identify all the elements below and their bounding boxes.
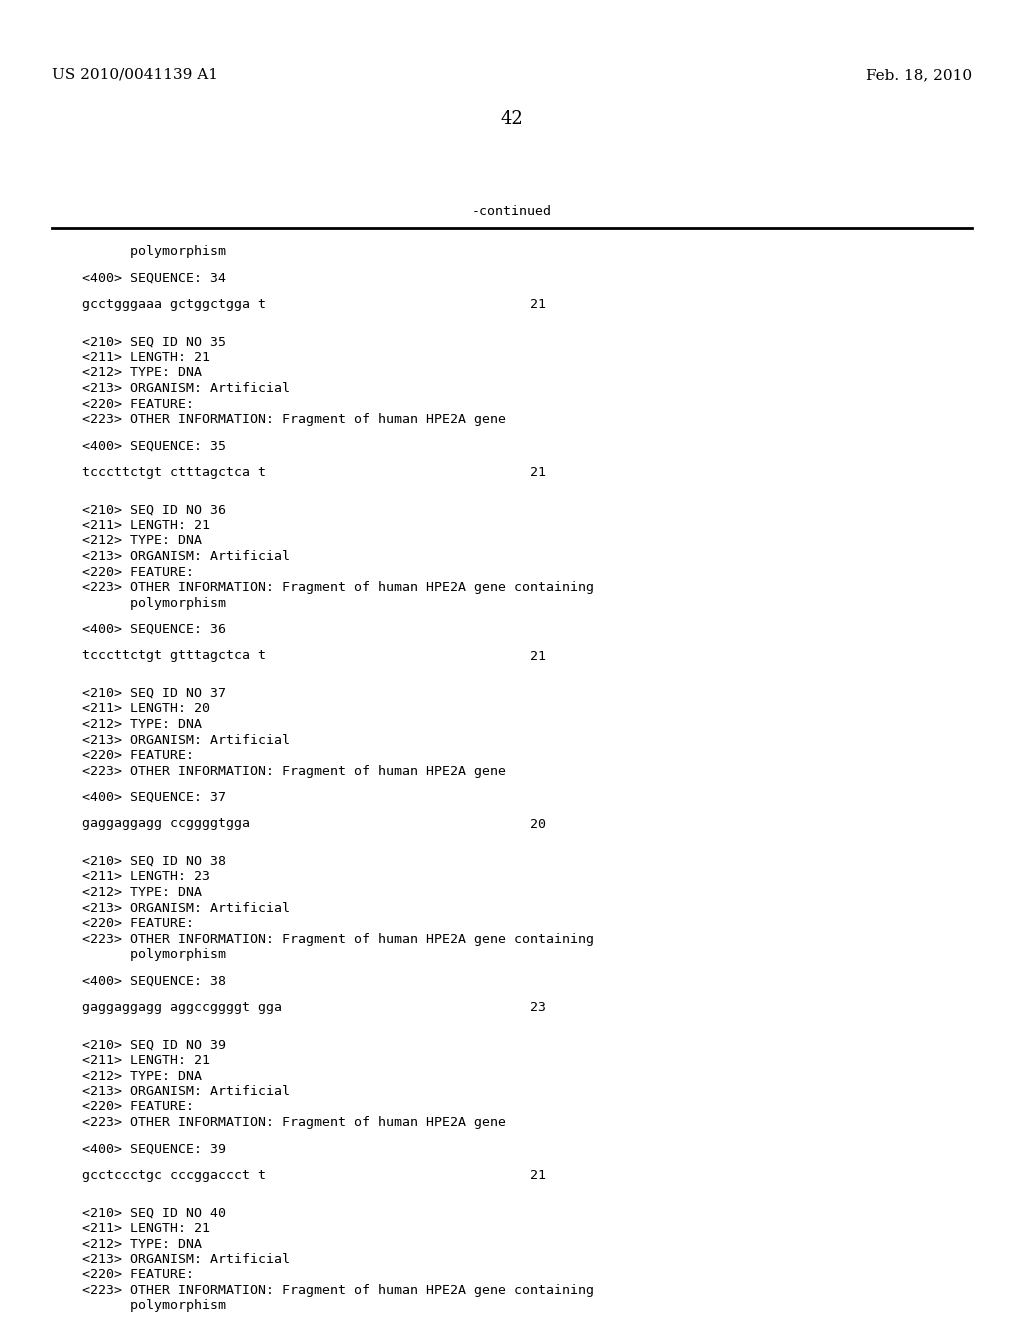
Text: <213> ORGANISM: Artificial: <213> ORGANISM: Artificial: [82, 902, 290, 915]
Text: Feb. 18, 2010: Feb. 18, 2010: [866, 69, 972, 82]
Text: gcctccctgc cccggaccct t: gcctccctgc cccggaccct t: [82, 1170, 266, 1181]
Text: gaggaggagg aggccggggt gga: gaggaggagg aggccggggt gga: [82, 1001, 282, 1014]
Text: <400> SEQUENCE: 39: <400> SEQUENCE: 39: [82, 1143, 226, 1155]
Text: <212> TYPE: DNA: <212> TYPE: DNA: [82, 1069, 202, 1082]
Text: 21: 21: [530, 1170, 546, 1181]
Text: 20: 20: [530, 817, 546, 830]
Text: <220> FEATURE:: <220> FEATURE:: [82, 1101, 194, 1114]
Text: <400> SEQUENCE: 36: <400> SEQUENCE: 36: [82, 623, 226, 636]
Text: <213> ORGANISM: Artificial: <213> ORGANISM: Artificial: [82, 1085, 290, 1098]
Text: <213> ORGANISM: Artificial: <213> ORGANISM: Artificial: [82, 1253, 290, 1266]
Text: <220> FEATURE:: <220> FEATURE:: [82, 917, 194, 931]
Text: 21: 21: [530, 649, 546, 663]
Text: <223> OTHER INFORMATION: Fragment of human HPE2A gene containing: <223> OTHER INFORMATION: Fragment of hum…: [82, 932, 594, 945]
Text: <220> FEATURE:: <220> FEATURE:: [82, 748, 194, 762]
Text: <223> OTHER INFORMATION: Fragment of human HPE2A gene containing: <223> OTHER INFORMATION: Fragment of hum…: [82, 581, 594, 594]
Text: polymorphism: polymorphism: [82, 948, 226, 961]
Text: <223> OTHER INFORMATION: Fragment of human HPE2A gene containing: <223> OTHER INFORMATION: Fragment of hum…: [82, 1284, 594, 1298]
Text: <220> FEATURE:: <220> FEATURE:: [82, 1269, 194, 1282]
Text: <223> OTHER INFORMATION: Fragment of human HPE2A gene: <223> OTHER INFORMATION: Fragment of hum…: [82, 764, 506, 777]
Text: <220> FEATURE:: <220> FEATURE:: [82, 397, 194, 411]
Text: <400> SEQUENCE: 37: <400> SEQUENCE: 37: [82, 791, 226, 804]
Text: <210> SEQ ID NO 38: <210> SEQ ID NO 38: [82, 855, 226, 869]
Text: <211> LENGTH: 21: <211> LENGTH: 21: [82, 1053, 210, 1067]
Text: tcccttctgt ctttagctca t: tcccttctgt ctttagctca t: [82, 466, 266, 479]
Text: polymorphism: polymorphism: [82, 1299, 226, 1312]
Text: <212> TYPE: DNA: <212> TYPE: DNA: [82, 718, 202, 731]
Text: gaggaggagg ccggggtgga: gaggaggagg ccggggtgga: [82, 817, 250, 830]
Text: 42: 42: [501, 110, 523, 128]
Text: <223> OTHER INFORMATION: Fragment of human HPE2A gene: <223> OTHER INFORMATION: Fragment of hum…: [82, 1115, 506, 1129]
Text: <210> SEQ ID NO 35: <210> SEQ ID NO 35: [82, 335, 226, 348]
Text: <211> LENGTH: 23: <211> LENGTH: 23: [82, 870, 210, 883]
Text: <400> SEQUENCE: 38: <400> SEQUENCE: 38: [82, 974, 226, 987]
Text: <212> TYPE: DNA: <212> TYPE: DNA: [82, 367, 202, 380]
Text: <400> SEQUENCE: 35: <400> SEQUENCE: 35: [82, 440, 226, 453]
Text: -continued: -continued: [472, 205, 552, 218]
Text: <212> TYPE: DNA: <212> TYPE: DNA: [82, 886, 202, 899]
Text: <210> SEQ ID NO 36: <210> SEQ ID NO 36: [82, 503, 226, 516]
Text: <220> FEATURE:: <220> FEATURE:: [82, 565, 194, 578]
Text: <212> TYPE: DNA: <212> TYPE: DNA: [82, 1238, 202, 1250]
Text: <211> LENGTH: 21: <211> LENGTH: 21: [82, 1222, 210, 1236]
Text: <213> ORGANISM: Artificial: <213> ORGANISM: Artificial: [82, 734, 290, 747]
Text: <210> SEQ ID NO 37: <210> SEQ ID NO 37: [82, 686, 226, 700]
Text: US 2010/0041139 A1: US 2010/0041139 A1: [52, 69, 218, 82]
Text: <210> SEQ ID NO 40: <210> SEQ ID NO 40: [82, 1206, 226, 1220]
Text: polymorphism: polymorphism: [82, 597, 226, 610]
Text: 21: 21: [530, 466, 546, 479]
Text: <211> LENGTH: 20: <211> LENGTH: 20: [82, 702, 210, 715]
Text: <210> SEQ ID NO 39: <210> SEQ ID NO 39: [82, 1039, 226, 1052]
Text: 21: 21: [530, 298, 546, 312]
Text: <213> ORGANISM: Artificial: <213> ORGANISM: Artificial: [82, 550, 290, 564]
Text: polymorphism: polymorphism: [82, 246, 226, 257]
Text: 23: 23: [530, 1001, 546, 1014]
Text: <211> LENGTH: 21: <211> LENGTH: 21: [82, 519, 210, 532]
Text: <213> ORGANISM: Artificial: <213> ORGANISM: Artificial: [82, 381, 290, 395]
Text: tcccttctgt gtttagctca t: tcccttctgt gtttagctca t: [82, 649, 266, 663]
Text: <212> TYPE: DNA: <212> TYPE: DNA: [82, 535, 202, 548]
Text: gcctgggaaa gctggctgga t: gcctgggaaa gctggctgga t: [82, 298, 266, 312]
Text: <211> LENGTH: 21: <211> LENGTH: 21: [82, 351, 210, 364]
Text: <400> SEQUENCE: 34: <400> SEQUENCE: 34: [82, 272, 226, 285]
Text: <223> OTHER INFORMATION: Fragment of human HPE2A gene: <223> OTHER INFORMATION: Fragment of hum…: [82, 413, 506, 426]
